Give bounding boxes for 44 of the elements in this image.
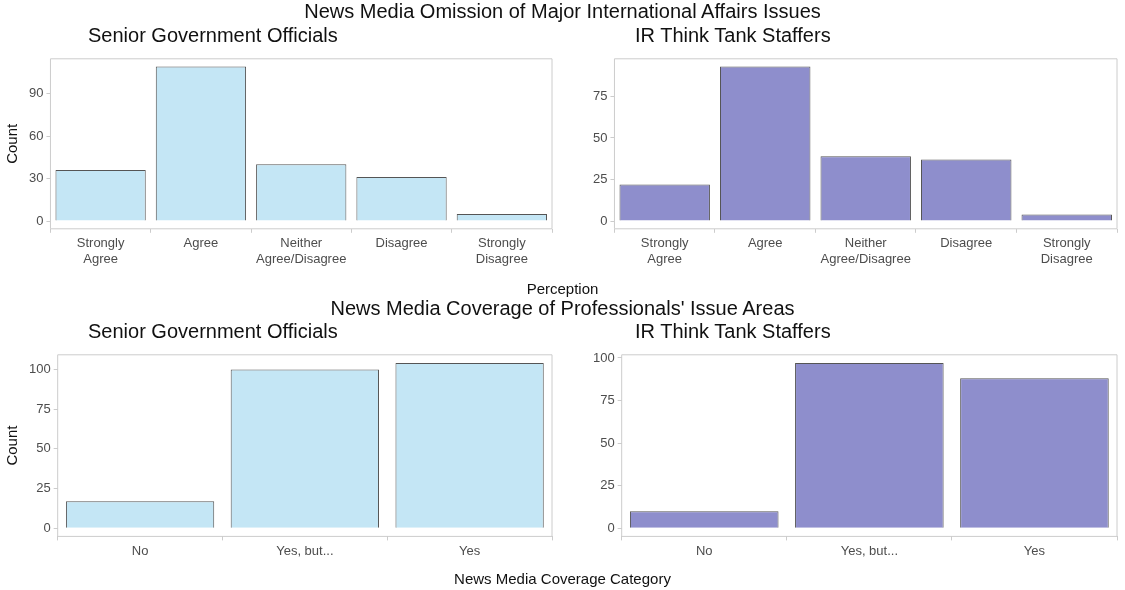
y-tick-label: 50 [600,434,615,450]
y-tick-label: 25 [592,171,608,187]
x-tick-label: Agree [747,235,783,251]
y-tick-label: 100 [28,360,51,376]
y-tick-label: 25 [36,480,51,496]
text: News Media Coverage of Professionals' Issue Areas [329,297,796,320]
x-tick-label: Yes [459,542,481,558]
x-tick-label: No [131,542,149,558]
x-tick-label: Strongly Agree [76,235,125,266]
x-tick-label: Disagree [940,235,993,251]
y-tick-label: 100 [592,349,615,365]
text: News Media Coverage Category [453,570,672,587]
y-tick-label: 90 [28,85,44,101]
x-tick-label: Strongly Disagree [1040,235,1093,266]
text: Perception [525,280,600,297]
y-axis-title: Count [3,122,21,164]
y-axis-title: Count [3,424,21,466]
text: News Media Omission of Major International Affairs Issues [303,0,822,23]
y-tick-label: 75 [600,392,615,408]
chart-title: IR Think Tank Staffers [634,319,832,344]
y-tick-label: 75 [36,400,51,416]
y-tick-label: 0 [36,212,44,228]
y-tick-label: 30 [28,170,44,186]
x-tick-label: Neither Agree/Disagree [820,235,911,266]
x-tick-label: Yes, but... [840,542,899,558]
y-tick-label: 75 [592,88,608,104]
y-tick-label: 0 [600,212,608,228]
y-tick-label: 0 [43,519,51,535]
x-tick-label: Yes, but... [276,542,334,558]
y-tick-label: 50 [36,440,51,456]
x-tick-label: Yes [1023,542,1046,558]
y-tick-label: 50 [592,129,608,145]
x-tick-label: Strongly Disagree [475,235,528,266]
chart-title: IR Think Tank Staffers [634,23,832,48]
x-tick-label: Agree [183,235,219,251]
chart-title: Senior Government Officials [87,23,339,48]
chart-title: Senior Government Officials [87,319,339,344]
x-tick-label: Neither Agree/Disagree [256,235,347,266]
y-tick-label: 60 [28,127,44,143]
x-tick-label: No [695,542,713,558]
y-tick-label: 25 [600,477,615,493]
x-tick-label: Strongly Agree [640,235,690,266]
y-tick-label: 0 [607,519,615,535]
x-tick-label: Disagree [375,235,428,251]
